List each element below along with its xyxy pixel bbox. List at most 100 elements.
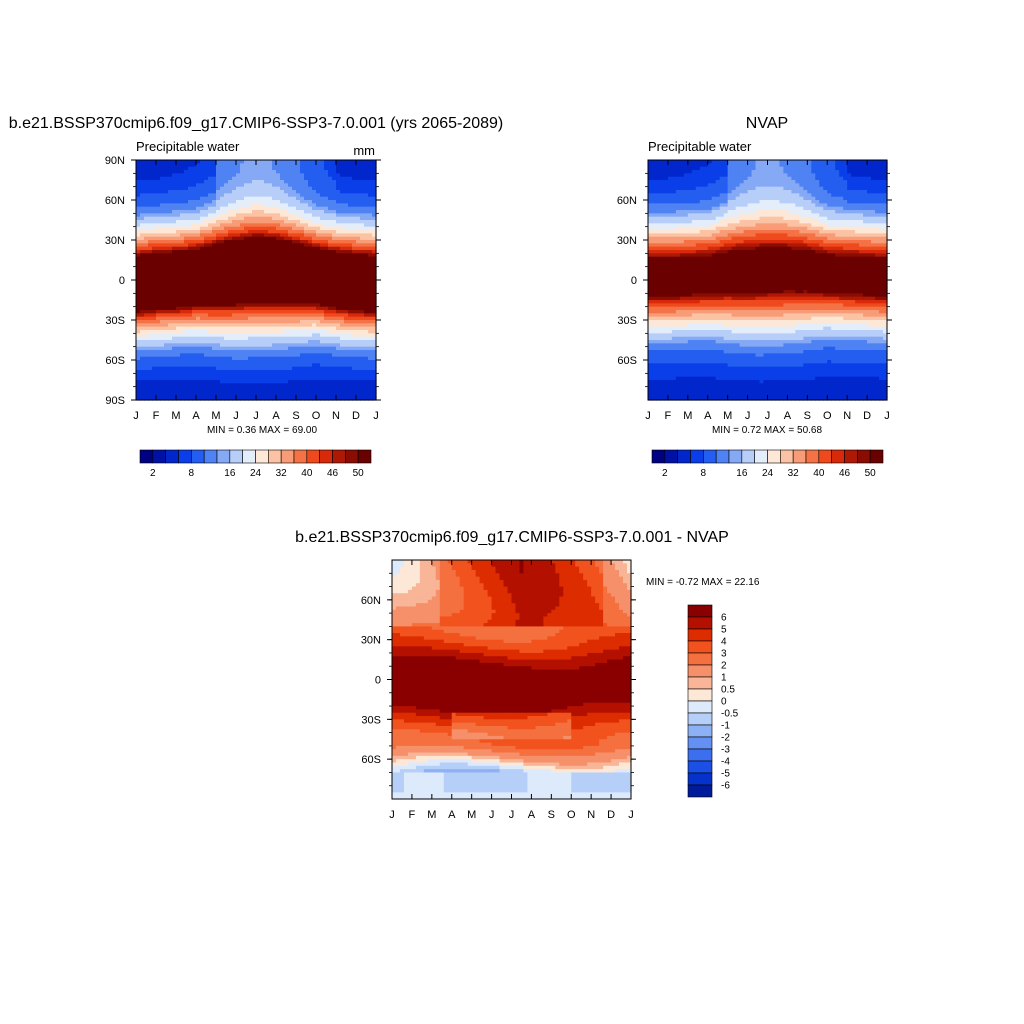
contour-cell bbox=[148, 200, 153, 204]
contour-cell bbox=[659, 270, 665, 274]
contour-cell bbox=[352, 213, 357, 218]
nvap-variable-label: Precipitable water bbox=[648, 139, 752, 154]
contour-cell bbox=[172, 313, 177, 318]
contour-cell bbox=[244, 343, 249, 348]
contour-cell bbox=[332, 250, 337, 254]
contour-cell bbox=[308, 323, 313, 328]
contour-cell bbox=[156, 163, 161, 168]
contour-cell bbox=[156, 300, 161, 304]
contour-cell bbox=[144, 160, 149, 164]
contour-cell bbox=[180, 293, 185, 298]
contour-cell bbox=[172, 256, 177, 261]
contour-cell bbox=[272, 346, 277, 351]
contour-cell bbox=[336, 170, 341, 174]
contour-cell bbox=[236, 263, 241, 268]
contour-cell bbox=[368, 263, 373, 268]
contour-cell bbox=[328, 313, 333, 318]
contour-cell bbox=[671, 246, 677, 251]
contour-cell bbox=[196, 376, 201, 381]
contour-cell bbox=[240, 220, 245, 224]
contour-cell bbox=[172, 230, 177, 234]
contour-cell bbox=[148, 310, 153, 314]
contour-cell bbox=[240, 246, 245, 251]
contour-cell bbox=[300, 353, 305, 358]
contour-cell bbox=[316, 356, 321, 361]
contour-cell bbox=[260, 290, 265, 294]
contour-cell bbox=[663, 213, 669, 218]
contour-cell bbox=[240, 200, 245, 204]
contour-cell bbox=[212, 356, 217, 361]
contour-cell bbox=[216, 166, 221, 171]
contour-cell bbox=[328, 376, 333, 381]
contour-cell bbox=[320, 330, 325, 334]
contour-cell bbox=[659, 256, 665, 261]
contour-cell bbox=[164, 380, 169, 384]
contour-cell bbox=[224, 356, 229, 361]
contour-cell bbox=[348, 300, 353, 304]
contour-cell bbox=[360, 240, 365, 244]
contour-cell bbox=[136, 170, 141, 174]
contour-cell bbox=[324, 260, 329, 264]
contour-cell bbox=[172, 370, 177, 374]
contour-cell bbox=[148, 300, 153, 304]
contour-cell bbox=[148, 196, 153, 201]
contour-cell bbox=[336, 330, 341, 334]
contour-cell bbox=[308, 220, 313, 224]
contour-cell bbox=[320, 353, 325, 358]
contour-cell bbox=[316, 280, 321, 284]
contour-cell bbox=[144, 390, 149, 394]
contour-cell bbox=[340, 290, 345, 294]
contour-cell bbox=[360, 230, 365, 234]
contour-cell bbox=[216, 233, 221, 238]
contour-cell bbox=[340, 213, 345, 218]
contour-cell bbox=[280, 363, 285, 368]
contour-cell bbox=[216, 283, 221, 288]
contour-cell bbox=[152, 210, 157, 214]
contour-cell bbox=[671, 266, 677, 271]
contour-cell bbox=[268, 170, 273, 174]
contour-cell bbox=[188, 160, 193, 164]
contour-cell bbox=[140, 260, 145, 264]
contour-cell bbox=[228, 226, 233, 231]
contour-cell bbox=[336, 293, 341, 298]
contour-cell bbox=[136, 283, 141, 288]
contour-cell bbox=[659, 286, 665, 291]
contour-cell bbox=[320, 236, 325, 241]
contour-cell bbox=[320, 220, 325, 224]
contour-cell bbox=[659, 213, 665, 218]
contour-cell bbox=[360, 183, 365, 188]
contour-cell bbox=[272, 340, 277, 344]
contour-cell bbox=[160, 210, 165, 214]
contour-cell bbox=[260, 296, 265, 301]
contour-cell bbox=[364, 280, 369, 284]
contour-cell bbox=[220, 266, 225, 271]
contour-cell bbox=[288, 270, 293, 274]
contour-cell bbox=[308, 223, 313, 228]
contour-cell bbox=[671, 340, 677, 344]
contour-cell bbox=[316, 286, 321, 291]
contour-cell bbox=[232, 260, 237, 264]
contour-cell bbox=[232, 250, 237, 254]
contour-cell bbox=[192, 210, 197, 214]
contour-cell bbox=[136, 350, 141, 354]
contour-cell bbox=[156, 256, 161, 261]
contour-cell bbox=[671, 183, 677, 188]
contour-cell bbox=[232, 253, 237, 258]
contour-cell bbox=[268, 343, 273, 348]
contour-cell bbox=[292, 230, 297, 234]
contour-cell bbox=[372, 396, 377, 401]
contour-cell bbox=[152, 366, 157, 371]
contour-cell bbox=[316, 200, 321, 204]
contour-cell bbox=[671, 360, 677, 364]
contour-cell bbox=[180, 320, 185, 324]
contour-cell bbox=[316, 343, 321, 348]
contour-cell bbox=[328, 383, 333, 388]
contour-cell bbox=[216, 346, 221, 351]
contour-cell bbox=[316, 376, 321, 381]
contour-cell bbox=[192, 166, 197, 171]
contour-cell bbox=[304, 313, 309, 318]
contour-cell bbox=[268, 263, 273, 268]
contour-cell bbox=[368, 166, 373, 171]
contour-cell bbox=[332, 213, 337, 218]
contour-cell bbox=[244, 390, 249, 394]
